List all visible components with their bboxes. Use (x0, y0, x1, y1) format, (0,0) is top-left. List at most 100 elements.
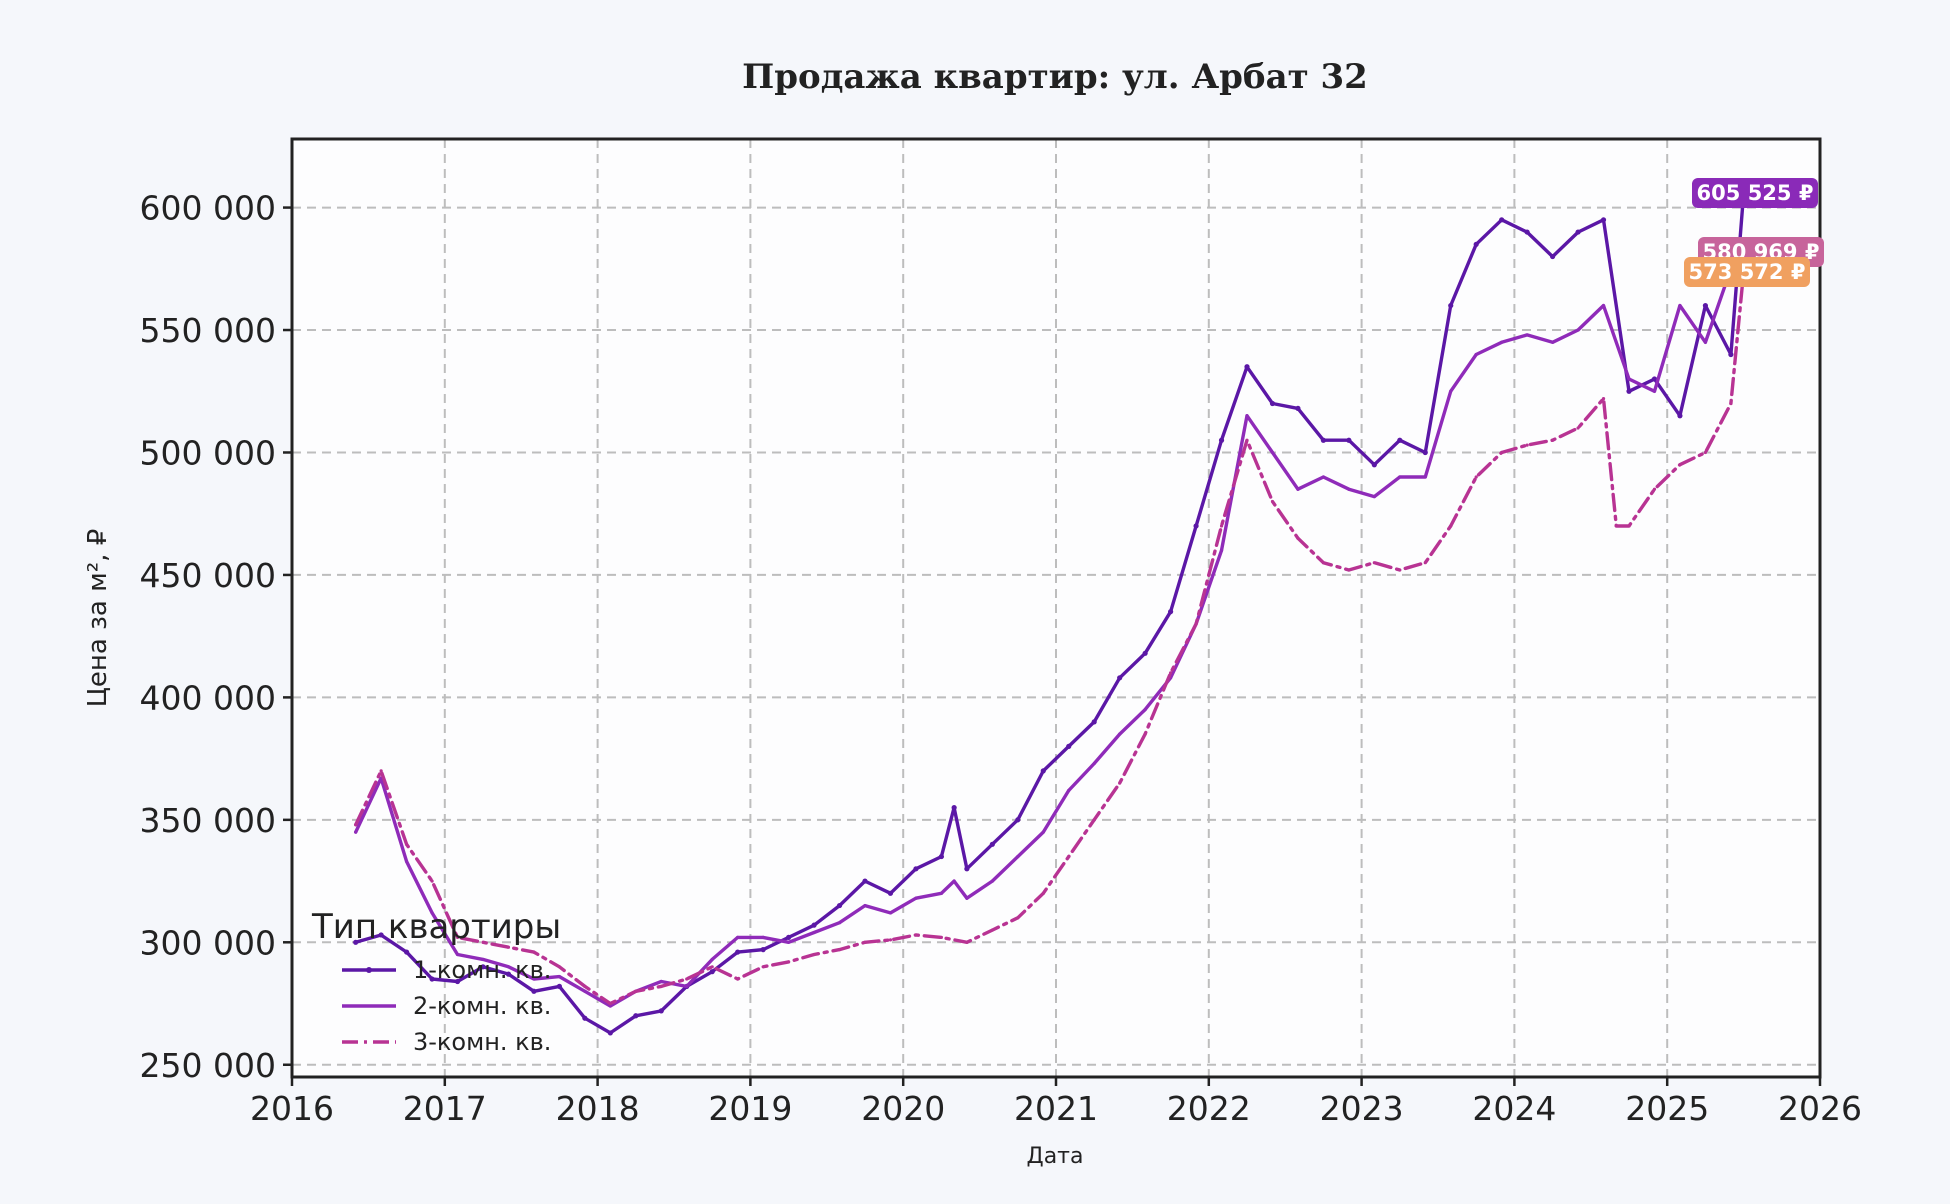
data-point (735, 949, 741, 955)
y-axis-label: Цена за м², ₽ (83, 529, 113, 708)
data-point (1729, 401, 1733, 406)
data-point (685, 984, 689, 988)
x-tick-label: 2026 (1778, 1089, 1862, 1128)
end-labels: 605 525 ₽580 969 ₽573 572 ₽ (1684, 178, 1824, 287)
data-point (1728, 351, 1734, 358)
x-tick-label: 2016 (250, 1089, 334, 1128)
data-point (1219, 524, 1224, 528)
data-point (404, 949, 410, 955)
data-point (1627, 524, 1631, 528)
data-point (582, 1015, 588, 1021)
data-point (531, 988, 537, 994)
end-label-box (1692, 178, 1818, 208)
data-point (1269, 400, 1276, 407)
data-point (1347, 487, 1351, 491)
data-point (1423, 561, 1427, 565)
data-point (506, 945, 511, 949)
data-point (736, 977, 740, 981)
data-point (430, 879, 434, 883)
data-point (887, 890, 894, 896)
data-point (964, 866, 970, 872)
data-point (1320, 437, 1326, 443)
data-point (1118, 732, 1122, 736)
data-point (429, 976, 435, 982)
end-label-text: 605 525 ₽ (1697, 181, 1814, 205)
data-point (812, 952, 816, 957)
data-point (1525, 333, 1529, 337)
end-label: 605 525 ₽ (1692, 178, 1818, 208)
data-point (1168, 609, 1174, 615)
data-point (989, 841, 995, 847)
x-tick-label: 2024 (1472, 1089, 1556, 1128)
x-axis: 2016 2017 2018 2019 2020 2021 2022 2023 2024 2025… (250, 1077, 1862, 1128)
data-point (455, 952, 460, 957)
x-tick-label: 2019 (708, 1089, 792, 1128)
data-point (354, 830, 358, 834)
data-point (710, 965, 714, 969)
data-point (405, 859, 409, 864)
data-point (1321, 475, 1325, 479)
data-point (685, 977, 689, 981)
data-point (1194, 622, 1198, 626)
data-point (736, 935, 740, 940)
data-point (939, 935, 944, 940)
y-tick-label: 300 000 (140, 923, 276, 962)
data-point (1169, 671, 1173, 675)
data-point (1092, 818, 1096, 822)
data-point (1193, 523, 1199, 529)
data-point (1016, 916, 1020, 920)
y-tick-label: 400 000 (140, 678, 276, 717)
data-point (505, 971, 512, 977)
data-point (787, 940, 791, 944)
x-tick-label: 2022 (1167, 1089, 1251, 1128)
data-point (532, 977, 536, 981)
data-point (454, 978, 461, 985)
data-point (557, 965, 562, 969)
data-point (1346, 437, 1352, 443)
data-point (1678, 463, 1682, 467)
data-point (1091, 719, 1097, 725)
data-point (480, 964, 486, 970)
data-point (1347, 568, 1351, 572)
data-point (1245, 438, 1249, 442)
data-point (1525, 443, 1529, 447)
data-point (1651, 376, 1658, 382)
data-point (1015, 817, 1021, 823)
data-point (659, 984, 663, 988)
data-point (1500, 340, 1504, 344)
y-tick-label: 600 000 (140, 189, 276, 228)
chart-title: Продажа квартир: ул. Арбат 32 (742, 57, 1368, 97)
data-point (1398, 568, 1402, 572)
data-point (914, 933, 918, 937)
end-label-text: 573 572 ₽ (1689, 260, 1806, 284)
data-point (760, 947, 766, 953)
data-point (1422, 449, 1428, 456)
y-tick-label: 500 000 (140, 433, 276, 472)
data-point (1321, 561, 1325, 565)
data-point (888, 938, 893, 942)
data-point (761, 965, 765, 969)
data-point (1627, 377, 1631, 381)
data-point (1066, 743, 1072, 749)
data-point (1678, 303, 1682, 308)
data-point (1296, 536, 1300, 540)
data-point (1576, 426, 1580, 430)
data-point (658, 1008, 664, 1014)
end-label: 573 572 ₽ (1684, 257, 1810, 287)
data-point (811, 922, 817, 928)
data-point (583, 984, 587, 988)
data-point (1702, 302, 1708, 309)
x-tick-label: 2021 (1014, 1089, 1098, 1128)
data-point (990, 928, 994, 932)
data-point (786, 934, 792, 941)
data-point (1601, 397, 1606, 401)
data-point (1551, 340, 1555, 344)
data-point (863, 903, 867, 908)
y-tick-label: 250 000 (140, 1046, 276, 1085)
data-point (888, 911, 893, 915)
data-point (608, 1001, 612, 1006)
data-point (914, 896, 918, 900)
data-point (1143, 708, 1147, 712)
